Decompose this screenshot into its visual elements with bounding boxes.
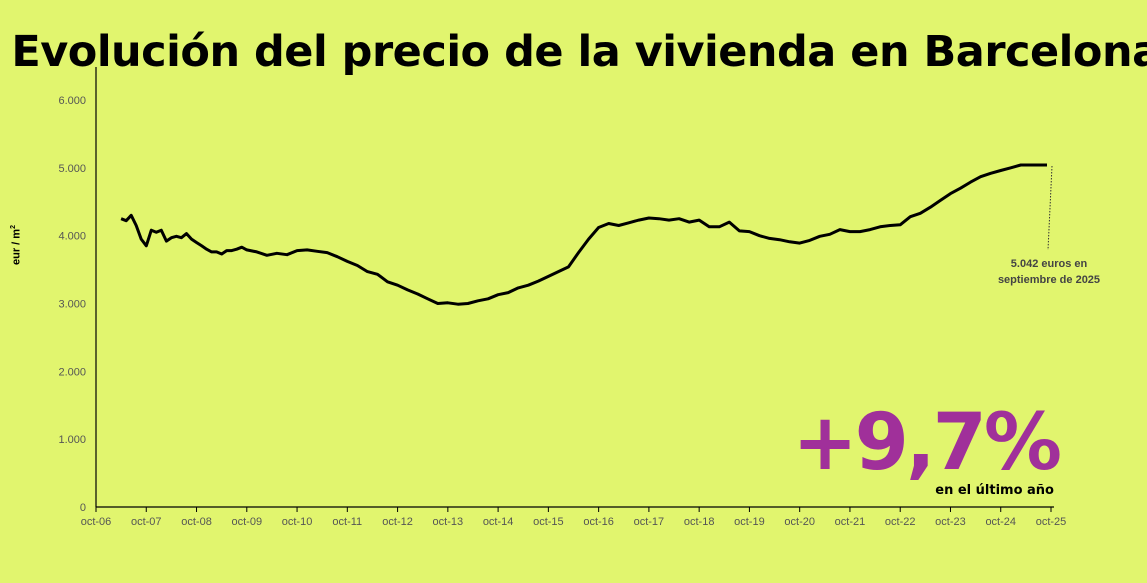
annotation-leader-line [1047, 165, 1053, 251]
yearly-change-caption: en el último año [935, 483, 1054, 498]
x-tick-label: oct-09 [232, 516, 263, 528]
x-tick-label: oct-15 [533, 516, 564, 528]
y-tick-label: 0 [80, 502, 86, 514]
y-tick-label: 1.000 [58, 434, 86, 446]
x-tick-label: oct-10 [282, 516, 313, 528]
y-axis-ticks: 0 1.000 2.000 3.000 4.000 5.000 6.000 [58, 95, 86, 514]
x-tick-label: oct-21 [835, 516, 866, 528]
x-tick-label: oct-24 [985, 516, 1016, 528]
y-tick-label: 5.000 [58, 163, 86, 175]
y-tick-label: 2.000 [58, 366, 86, 378]
price-line [120, 163, 1047, 306]
x-tick-label: oct-08 [181, 516, 212, 528]
x-tick-label: oct-19 [734, 516, 765, 528]
x-tick-label: oct-12 [382, 516, 413, 528]
yearly-change-value: +9,7% [792, 398, 1062, 488]
y-tick-label: 4.000 [58, 231, 86, 243]
x-tick-label: oct-11 [332, 516, 362, 528]
chart-title: Evolución del precio de la vivienda en B… [11, 27, 1147, 77]
x-tick-label: oct-20 [784, 516, 815, 528]
x-tick-label: oct-07 [131, 516, 162, 528]
x-tick-label: oct-18 [684, 516, 715, 528]
x-tick-label: oct-22 [885, 516, 916, 528]
x-tick-label: oct-06 [81, 516, 112, 528]
x-tick-label: oct-16 [583, 516, 614, 528]
x-tick-label: oct-23 [935, 516, 966, 528]
y-axis-label: eur / m2 [10, 225, 23, 265]
annotation-line-2: septiembre de 2025 [997, 274, 1101, 286]
y-tick-label: 3.000 [58, 299, 86, 311]
y-tick-label: 6.000 [58, 95, 86, 107]
x-tick-label: oct-17 [634, 516, 665, 528]
x-tick-label: oct-13 [433, 516, 464, 528]
x-axis-ticks: oct-06 oct-07 oct-08 oct-09 oct-10 oct-11 oct-… [81, 507, 1067, 528]
x-tick-label: oct-14 [483, 516, 514, 528]
end-value-annotation: 5.042 euros en septiembre de 2025 [985, 256, 1113, 288]
annotation-line-1: 5.042 euros en [1010, 258, 1088, 270]
x-tick-label: oct-25 [1036, 516, 1067, 528]
